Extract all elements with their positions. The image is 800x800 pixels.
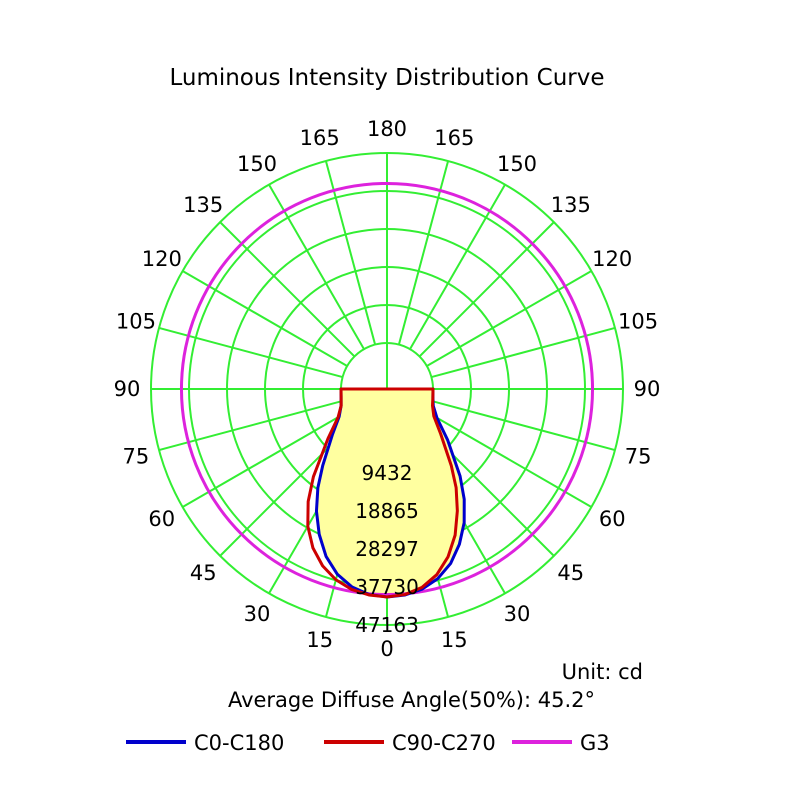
angle-label-left: 45 xyxy=(190,561,217,585)
angle-label-left: 0 xyxy=(380,637,393,661)
angle-label-left: 30 xyxy=(244,602,271,626)
angle-label-left: 135 xyxy=(183,193,223,217)
legend-label: C90-C270 xyxy=(392,731,496,755)
angle-label-right: 90 xyxy=(634,377,661,401)
angle-label-right: 75 xyxy=(625,444,652,468)
angle-label-left: 120 xyxy=(142,247,182,271)
lobe-fill xyxy=(316,389,465,597)
grid-spoke xyxy=(431,326,616,379)
angle-label-left: 90 xyxy=(114,377,141,401)
grid-spoke xyxy=(397,160,450,345)
intensity-curves xyxy=(179,181,595,599)
legend: C0-C180 C90-C270 G3 xyxy=(126,731,610,755)
angle-label-right: 45 xyxy=(557,561,584,585)
angle-label-right: 120 xyxy=(592,247,632,271)
angle-label-right: 30 xyxy=(504,602,531,626)
angle-labels: 0 15 30 45 60 75 90 105 120 135 150 165 180 15 30 45 60 7… xyxy=(114,117,661,661)
unit-label: Unit: cd xyxy=(562,660,643,684)
angle-label-right: 150 xyxy=(497,152,537,176)
radial-tick-label: 28297 xyxy=(355,537,419,561)
angle-label-left: 150 xyxy=(237,152,277,176)
grid-spoke xyxy=(324,160,377,345)
angle-label-left: 105 xyxy=(116,310,156,334)
radial-tick-label: 18865 xyxy=(355,499,419,523)
angle-label-right: 15 xyxy=(441,628,468,652)
radial-tick-label: 37730 xyxy=(355,575,419,599)
legend-label: C0-C180 xyxy=(194,731,284,755)
radial-tick-label: 47163 xyxy=(355,613,419,637)
series-g3-curve xyxy=(179,181,595,597)
angle-label-right: 135 xyxy=(551,193,591,217)
angle-label-left: 15 xyxy=(306,628,333,652)
series-c90-c270-curve xyxy=(306,387,459,599)
angle-label-left: 180 xyxy=(367,117,407,141)
radial-labels: 9432 18865 28297 37730 47163 xyxy=(355,461,419,637)
angle-label-left: 60 xyxy=(148,507,175,531)
chart-title: Luminous Intensity Distribution Curve xyxy=(169,65,604,91)
angle-label-left: 165 xyxy=(300,126,340,150)
grid-spoke xyxy=(158,399,343,452)
grid-spoke xyxy=(158,326,343,379)
legend-label: G3 xyxy=(580,731,610,755)
grid-spoke xyxy=(219,221,356,358)
angle-label-left: 75 xyxy=(123,444,150,468)
diffuse-angle-label: Average Diffuse Angle(50%): 45.2° xyxy=(228,688,595,712)
grid-spoke xyxy=(418,221,555,358)
angle-label-right: 60 xyxy=(599,507,626,531)
grid-spoke xyxy=(431,399,616,452)
radial-tick-label: 9432 xyxy=(362,461,413,485)
angle-label-right: 105 xyxy=(618,310,658,334)
angle-label-right: 165 xyxy=(434,126,474,150)
